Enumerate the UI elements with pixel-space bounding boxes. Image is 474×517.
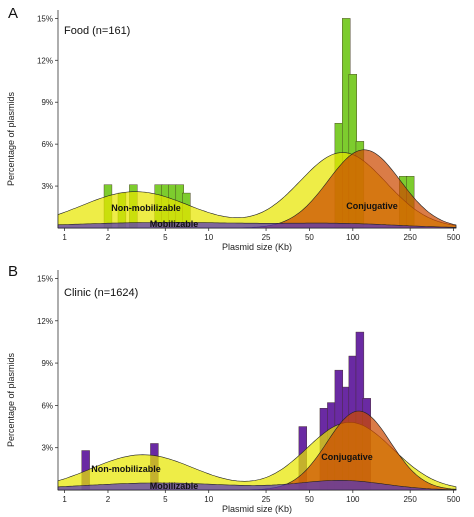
- panel-letter: B: [8, 263, 18, 280]
- panel-title: Clinic (n=1624): [64, 287, 138, 299]
- panel-letter: A: [8, 5, 18, 22]
- density-mobilizable: [57, 222, 457, 229]
- x-tick-label: 100: [346, 495, 360, 504]
- x-tick-label: 5: [163, 233, 168, 242]
- y-axis-title: Percentage of plasmids: [6, 352, 16, 447]
- y-tick-label: 3%: [41, 444, 53, 453]
- panel-b: B Clinic (n=1624) 3% 6% 9% 12% 15% Non-mobiliza…: [6, 263, 461, 514]
- y-tick-label: 12%: [37, 317, 53, 326]
- curve-label: Mobilizable: [150, 481, 199, 491]
- x-tick-label: 25: [262, 233, 271, 242]
- x-axis-title: Plasmid size (Kb): [222, 242, 292, 252]
- x-tick-label: 250: [403, 233, 417, 242]
- y-tick-label: 6%: [41, 401, 53, 410]
- y-tick-label: 15%: [37, 274, 53, 283]
- y-tick-label: 15%: [37, 14, 53, 23]
- curve-label: Conjugative: [321, 452, 373, 462]
- x-tick-label: 25: [262, 495, 271, 504]
- y-tick-label: 9%: [41, 98, 53, 107]
- y-tick-label: 6%: [41, 140, 53, 149]
- x-tick-label: 10: [204, 495, 213, 504]
- y-tick-label: 3%: [41, 182, 53, 191]
- curve-label: Mobilizable: [150, 219, 199, 229]
- x-tick-label: 2: [106, 495, 111, 504]
- curve-label: Non-mobilizable: [111, 203, 181, 213]
- density-mobilizable: [57, 480, 457, 491]
- y-axis-title: Percentage of plasmids: [6, 91, 16, 186]
- x-axis-title: Plasmid size (Kb): [222, 504, 292, 514]
- panel-title: Food (n=161): [64, 25, 130, 37]
- curve-label: Non-mobilizable: [91, 464, 161, 474]
- curve-label: Conjugative: [346, 201, 398, 211]
- x-tick-label: 50: [305, 495, 314, 504]
- x-tick-label: 500: [447, 233, 461, 242]
- x-tick-label: 250: [403, 495, 417, 504]
- y-tick-label: 9%: [41, 359, 53, 368]
- x-tick-label: 5: [163, 495, 168, 504]
- x-tick-label: 100: [346, 233, 360, 242]
- x-tick-label: 50: [305, 233, 314, 242]
- x-tick-label: 1: [62, 233, 67, 242]
- x-tick-label: 500: [447, 495, 461, 504]
- x-tick-label: 1: [62, 495, 67, 504]
- y-tick-label: 12%: [37, 56, 53, 65]
- x-tick-label: 10: [204, 233, 213, 242]
- panel-a: A Food (n=161) 3% 6% 9% 12% 15% Non-mobilizable…: [6, 5, 461, 252]
- x-tick-label: 2: [106, 233, 111, 242]
